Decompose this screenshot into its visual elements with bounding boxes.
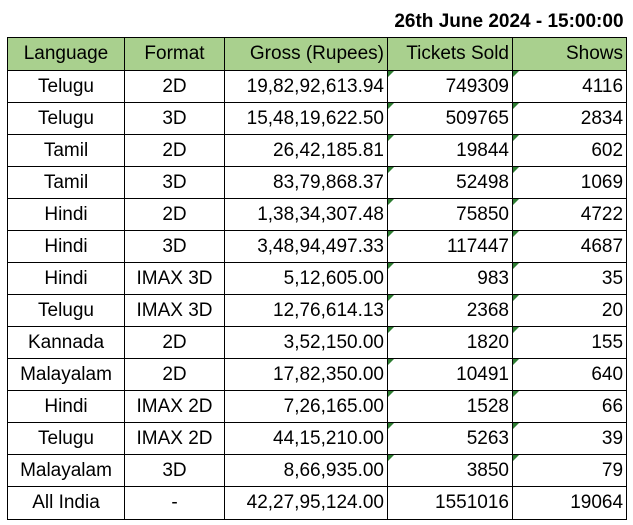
tickets-sold-cell[interactable]: 52498: [387, 166, 513, 199]
gross-cell[interactable]: 15,48,19,622.50: [224, 102, 388, 135]
tickets-sold-cell[interactable]: 983: [387, 262, 513, 295]
gross-cell[interactable]: 19,82,92,613.94: [224, 70, 388, 103]
format-cell[interactable]: IMAX 2D: [124, 390, 225, 423]
shows-cell[interactable]: 20: [511, 294, 628, 327]
shows-cell[interactable]: 155: [511, 326, 628, 359]
format-cell[interactable]: 2D: [124, 358, 225, 391]
shows-cell[interactable]: 4687: [511, 230, 628, 263]
gross-cell[interactable]: 26,42,185.81: [224, 134, 388, 167]
language-cell[interactable]: Telugu: [7, 102, 125, 135]
header-gross[interactable]: Gross (Rupees): [224, 37, 388, 71]
tickets-sold-cell[interactable]: 1551016: [387, 486, 513, 520]
gross-cell[interactable]: 12,76,614.13: [224, 294, 388, 327]
table-row: Telugu IMAX 2D 44,15,210.00 5263 39: [7, 422, 628, 455]
gross-cell[interactable]: 7,26,165.00: [224, 390, 388, 423]
shows-cell[interactable]: 66: [511, 390, 628, 423]
tickets-sold-cell[interactable]: 1528: [387, 390, 513, 423]
gross-cell[interactable]: 5,12,605.00: [224, 262, 388, 295]
gross-cell[interactable]: 44,15,210.00: [224, 422, 388, 455]
table-row: Hindi 3D 3,48,94,497.33 117447 4687: [7, 230, 628, 263]
shows-cell[interactable]: 35: [511, 262, 628, 295]
tickets-sold-cell[interactable]: 3850: [387, 454, 513, 487]
shows-cell[interactable]: 2834: [511, 102, 628, 135]
format-cell[interactable]: 2D: [124, 198, 225, 231]
total-row: All India -42,27,95,124.00 1551016 19064: [7, 486, 628, 520]
gross-cell[interactable]: 8,66,935.00: [224, 454, 388, 487]
shows-cell[interactable]: 640: [511, 358, 628, 391]
shows-cell[interactable]: 39: [511, 422, 628, 455]
table-row: Malayalam 2D 17,82,350.00 10491 640: [7, 358, 628, 391]
format-cell[interactable]: IMAX 3D: [124, 262, 225, 295]
language-cell[interactable]: All India: [7, 486, 125, 520]
table-row: Telugu IMAX 3D 12,76,614.13 2368 20: [7, 294, 628, 327]
tickets-sold-cell[interactable]: 509765: [387, 102, 513, 135]
gross-cell[interactable]: 83,79,868.37: [224, 166, 388, 199]
shows-cell[interactable]: 19064: [511, 486, 628, 520]
language-cell[interactable]: Kannada: [7, 326, 125, 359]
language-cell[interactable]: Tamil: [7, 166, 125, 199]
table-row: Tamil 3D 83,79,868.37 52498 1069: [7, 166, 628, 199]
tickets-sold-cell[interactable]: 19844: [387, 134, 513, 167]
language-cell[interactable]: Telugu: [7, 70, 125, 103]
format-cell[interactable]: 2D: [124, 326, 225, 359]
format-cell[interactable]: 2D: [124, 134, 225, 167]
language-cell[interactable]: Malayalam: [7, 358, 125, 391]
gross-cell[interactable]: 3,52,150.00: [224, 326, 388, 359]
header-shows[interactable]: Shows: [511, 37, 628, 71]
language-cell[interactable]: Hindi: [7, 230, 125, 263]
box-office-table: 26th June 2024 - 15:00:00 Language Forma…: [7, 7, 628, 520]
tickets-sold-cell[interactable]: 1820: [387, 326, 513, 359]
table-row: Telugu 3D 15,48,19,622.50 509765 2834: [7, 102, 628, 135]
format-cell[interactable]: -: [124, 486, 225, 520]
shows-cell[interactable]: 4116: [511, 70, 628, 103]
table-row: Hindi 2D 1,38,34,307.48 75850 4722: [7, 198, 628, 231]
header-row: Language Format Gross (Rupees) Tickets S…: [7, 37, 628, 71]
table-row: Malayalam 3D 8,66,935.00 3850 79: [7, 454, 628, 487]
title-row: 26th June 2024 - 15:00:00: [7, 7, 627, 38]
gross-cell[interactable]: 3,48,94,497.33: [224, 230, 388, 263]
table-row: Hindi IMAX 3D 5,12,605.00 983 35: [7, 262, 628, 295]
table-row: Kannada 2D 3,52,150.00 1820 155: [7, 326, 628, 359]
gross-cell[interactable]: 17,82,350.00: [224, 358, 388, 391]
format-cell[interactable]: 3D: [124, 102, 225, 135]
tickets-sold-cell[interactable]: 117447: [387, 230, 513, 263]
table-row: Telugu 2D 19,82,92,613.94 749309 4116: [7, 70, 628, 103]
language-cell[interactable]: Hindi: [7, 262, 125, 295]
shows-cell[interactable]: 4722: [511, 198, 628, 231]
gross-cell[interactable]: 1,38,34,307.48: [224, 198, 388, 231]
report-timestamp[interactable]: 26th June 2024 - 15:00:00: [7, 7, 627, 38]
format-cell[interactable]: 3D: [124, 230, 225, 263]
shows-cell[interactable]: 602: [511, 134, 628, 167]
language-cell[interactable]: Hindi: [7, 390, 125, 423]
tickets-sold-cell[interactable]: 75850: [387, 198, 513, 231]
format-cell[interactable]: IMAX 2D: [124, 422, 225, 455]
format-cell[interactable]: 3D: [124, 166, 225, 199]
tickets-sold-cell[interactable]: 5263: [387, 422, 513, 455]
table-row: Hindi IMAX 2D 7,26,165.00 1528 66: [7, 390, 628, 423]
tickets-sold-cell[interactable]: 2368: [387, 294, 513, 327]
header-format[interactable]: Format: [124, 37, 225, 71]
shows-cell[interactable]: 1069: [511, 166, 628, 199]
language-cell[interactable]: Telugu: [7, 294, 125, 327]
tickets-sold-cell[interactable]: 10491: [387, 358, 513, 391]
format-cell[interactable]: 2D: [124, 70, 225, 103]
language-cell[interactable]: Tamil: [7, 134, 125, 167]
header-tickets-sold[interactable]: Tickets Sold: [387, 37, 513, 71]
gross-cell[interactable]: 42,27,95,124.00: [224, 486, 388, 520]
format-cell[interactable]: 3D: [124, 454, 225, 487]
format-cell[interactable]: IMAX 3D: [124, 294, 225, 327]
header-language[interactable]: Language: [7, 37, 125, 71]
table-row: Tamil 2D 26,42,185.81 19844 602: [7, 134, 628, 167]
tickets-sold-cell[interactable]: 749309: [387, 70, 513, 103]
language-cell[interactable]: Hindi: [7, 198, 125, 231]
shows-cell[interactable]: 79: [511, 454, 628, 487]
language-cell[interactable]: Telugu: [7, 422, 125, 455]
language-cell[interactable]: Malayalam: [7, 454, 125, 487]
